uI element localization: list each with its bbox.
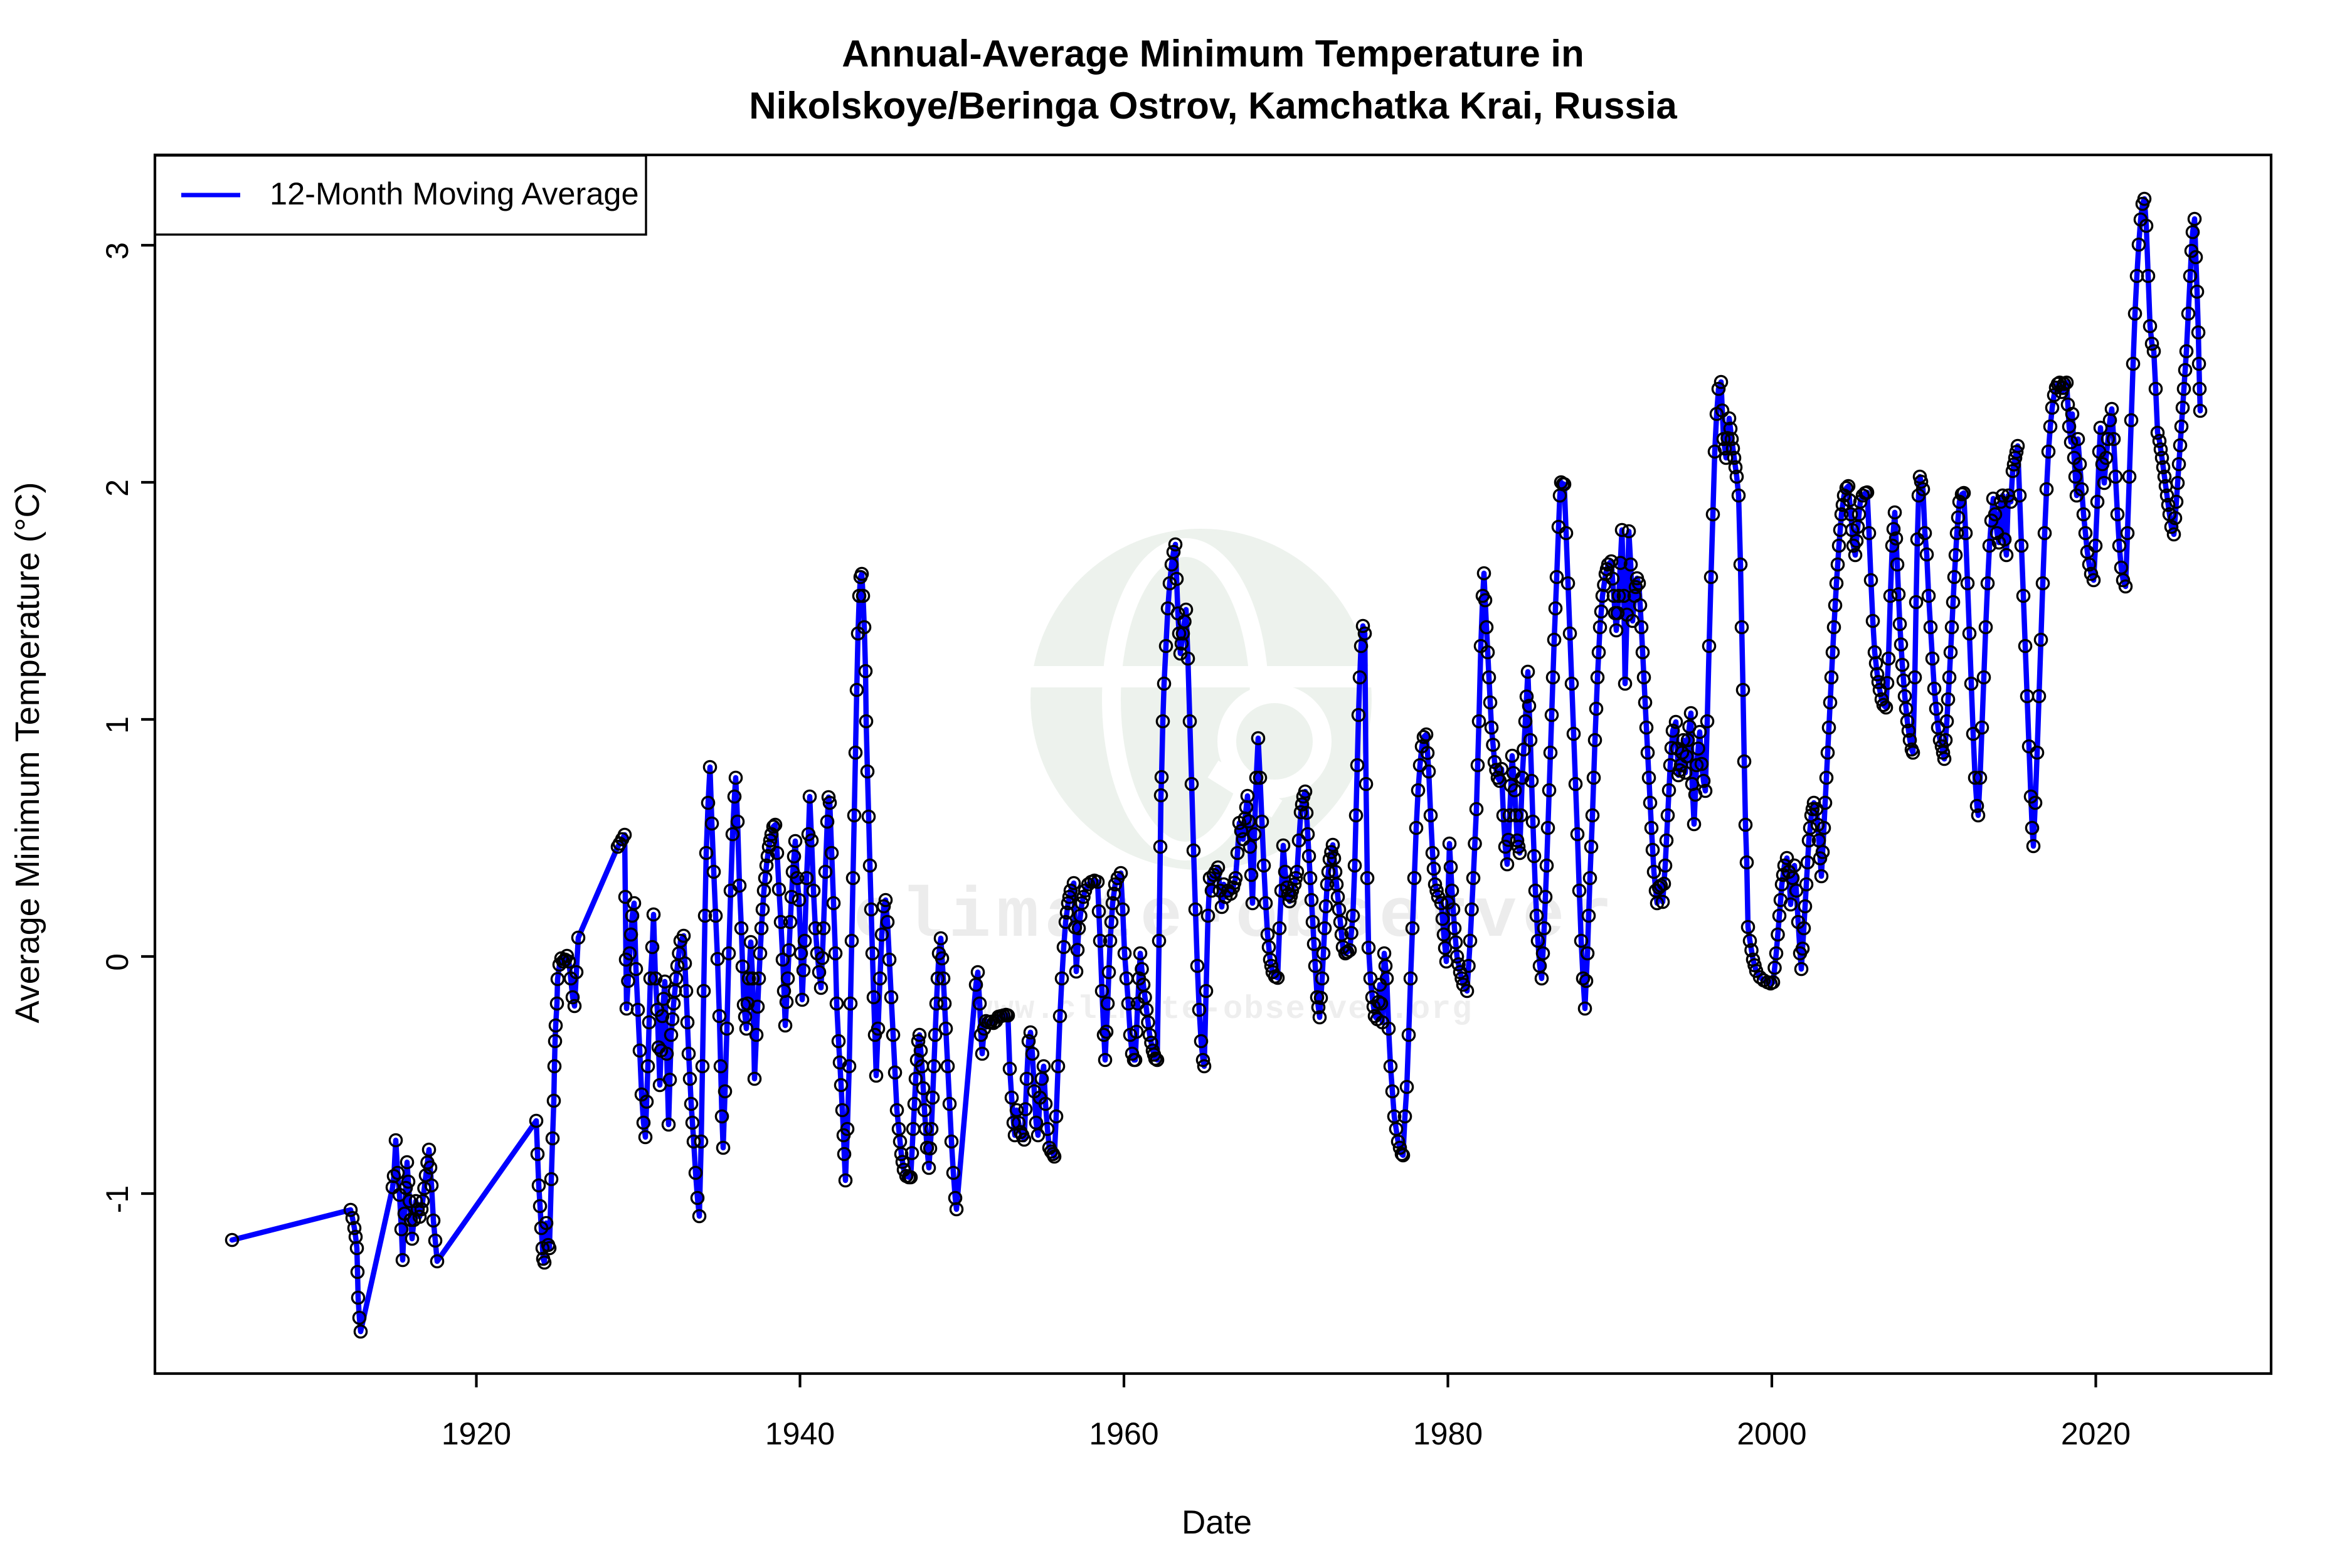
svg-text:0: 0 xyxy=(100,953,135,971)
svg-text:Date: Date xyxy=(1182,1504,1252,1541)
svg-text:3: 3 xyxy=(100,242,135,260)
svg-text:-1: -1 xyxy=(100,1185,135,1213)
svg-text:2: 2 xyxy=(100,479,135,497)
svg-text:Annual-Average Minimum Tempera: Annual-Average Minimum Temperature in xyxy=(842,33,1584,75)
svg-text:12-Month Moving Average: 12-Month Moving Average xyxy=(270,176,639,211)
svg-text:Nikolskoye/Beringa Ostrov, Kam: Nikolskoye/Beringa Ostrov, Kamchatka Kra… xyxy=(749,85,1677,127)
svg-text:1940: 1940 xyxy=(765,1416,835,1451)
svg-text:Average Minimum Temperature (°: Average Minimum Temperature (°C) xyxy=(9,482,46,1024)
svg-text:1960: 1960 xyxy=(1089,1416,1158,1451)
svg-text:www.climate-observer.org: www.climate-observer.org xyxy=(973,991,1473,1028)
svg-text:2020: 2020 xyxy=(2061,1416,2131,1451)
svg-text:1: 1 xyxy=(100,716,135,734)
svg-text:1980: 1980 xyxy=(1413,1416,1483,1451)
svg-text:2000: 2000 xyxy=(1737,1416,1806,1451)
svg-text:1920: 1920 xyxy=(442,1416,511,1451)
